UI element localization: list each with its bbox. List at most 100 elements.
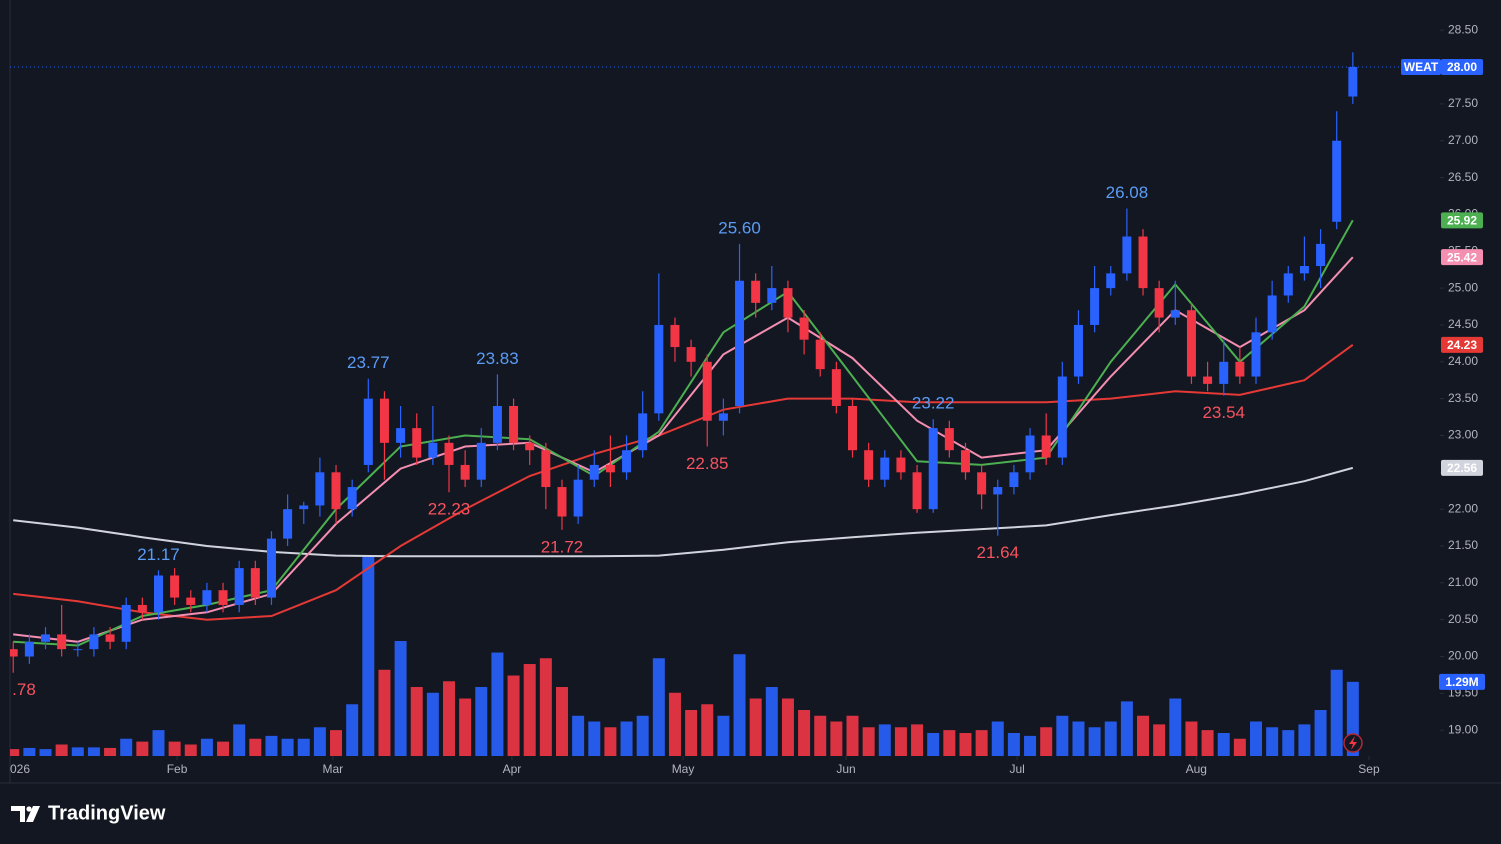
volume-bar [443,681,456,756]
candle-body [476,442,486,480]
ma-value-badge: 25.92 [1447,213,1477,227]
volume-bar [426,692,439,756]
volume-bar [330,730,343,756]
volume-bar [555,687,568,756]
candle-body [1235,361,1245,377]
volume-bar [959,733,972,756]
volume-bar [1120,701,1133,756]
volume-bar [620,721,633,756]
candle-body [928,428,938,510]
candle-body [848,406,858,451]
volume-bar [55,744,68,756]
candle-body [89,634,99,650]
candle-body [1025,435,1035,473]
candle-body [702,361,712,421]
volume-bar [136,741,149,756]
high-label: 21.17 [137,545,180,564]
x-tick-label: 026 [10,762,30,776]
candle-body [1009,472,1019,488]
volume-bar [23,747,36,756]
candle-body [347,487,357,510]
volume-bar [878,724,891,756]
volume-bar [781,698,794,756]
volume-bar [1201,730,1214,756]
ma-value-badge-bg [1441,212,1483,229]
volume-bar [685,710,698,756]
low-label: .78 [12,680,36,699]
volume-bar [410,687,423,756]
candle-body [1041,435,1051,458]
y-tick-label: 21.00 [1448,575,1478,589]
candle-body [767,288,777,303]
candle-body [105,634,115,642]
volume-bar [830,721,843,756]
candle-body [186,597,196,605]
candle-body [686,347,696,362]
candle-body [638,413,648,451]
volume-bar [668,692,681,756]
candle-body [121,604,131,642]
volume-bar [87,747,100,756]
volume-bar [588,721,601,756]
candle-body [912,472,922,510]
low-label: 23.54 [1202,403,1245,422]
volume-bar [168,741,181,756]
candle-body [460,464,470,480]
volume-bar [346,704,359,756]
candle-body [557,487,567,517]
candle-body [73,649,83,651]
ma-value-badge-bg [1441,249,1483,266]
overlay: 19.0019.5020.0020.5021.0021.5022.0022.50… [9,22,1485,776]
brand-logo: TradingView [11,802,166,824]
volume-bar [249,738,262,756]
volume-bar [39,749,52,756]
candle-body [396,428,406,443]
volume-bar [1314,710,1327,756]
brand-name: TradingView [48,802,166,824]
candle-body [1348,67,1358,97]
candle-body [331,472,341,510]
candle-body [1267,295,1277,333]
volume-bar [1024,735,1037,756]
ma-value-badge-bg [1441,336,1483,353]
volume-bar [1185,721,1198,756]
candle-body [1219,361,1229,384]
candle-body [1299,266,1309,274]
high-label: 23.22 [912,394,955,413]
symbol-badge-bg [1401,59,1441,76]
volume-bar [814,715,827,756]
candle-body [137,604,147,613]
y-tick-label: 24.50 [1448,317,1478,331]
replay-bolt [1349,736,1357,750]
ma-value-badge: 24.23 [1447,338,1477,352]
y-tick-label: 27.00 [1448,133,1478,147]
volume-bar [313,727,326,756]
volume-bar [701,704,714,756]
volume-bar [636,715,649,756]
candle-body [153,575,163,613]
y-tick-label: 26.50 [1448,170,1478,184]
candle-body [654,324,664,414]
volume-bar [765,687,778,756]
y-tick-label: 27.50 [1448,96,1478,110]
y-tick-label: 25.00 [1448,280,1478,294]
y-tick-label: 21.50 [1448,538,1478,552]
candle-body [896,457,906,473]
candle-body [799,317,809,340]
candle-body [993,487,1003,495]
candle-body [1316,243,1326,266]
x-tick-label: Sep [1358,762,1380,776]
volume-bar [394,641,407,756]
volume-bar [1282,730,1295,756]
volume-bar [233,724,246,756]
high-label: 25.60 [718,218,761,237]
volume-bar [459,698,472,756]
volume-bar [1153,724,1166,756]
candle-body [379,398,389,443]
volume-bar [1330,669,1343,756]
volume-bar [717,715,730,756]
candle-body [977,472,987,495]
volume-badge-bg [1439,673,1485,690]
candle-body [10,649,18,657]
